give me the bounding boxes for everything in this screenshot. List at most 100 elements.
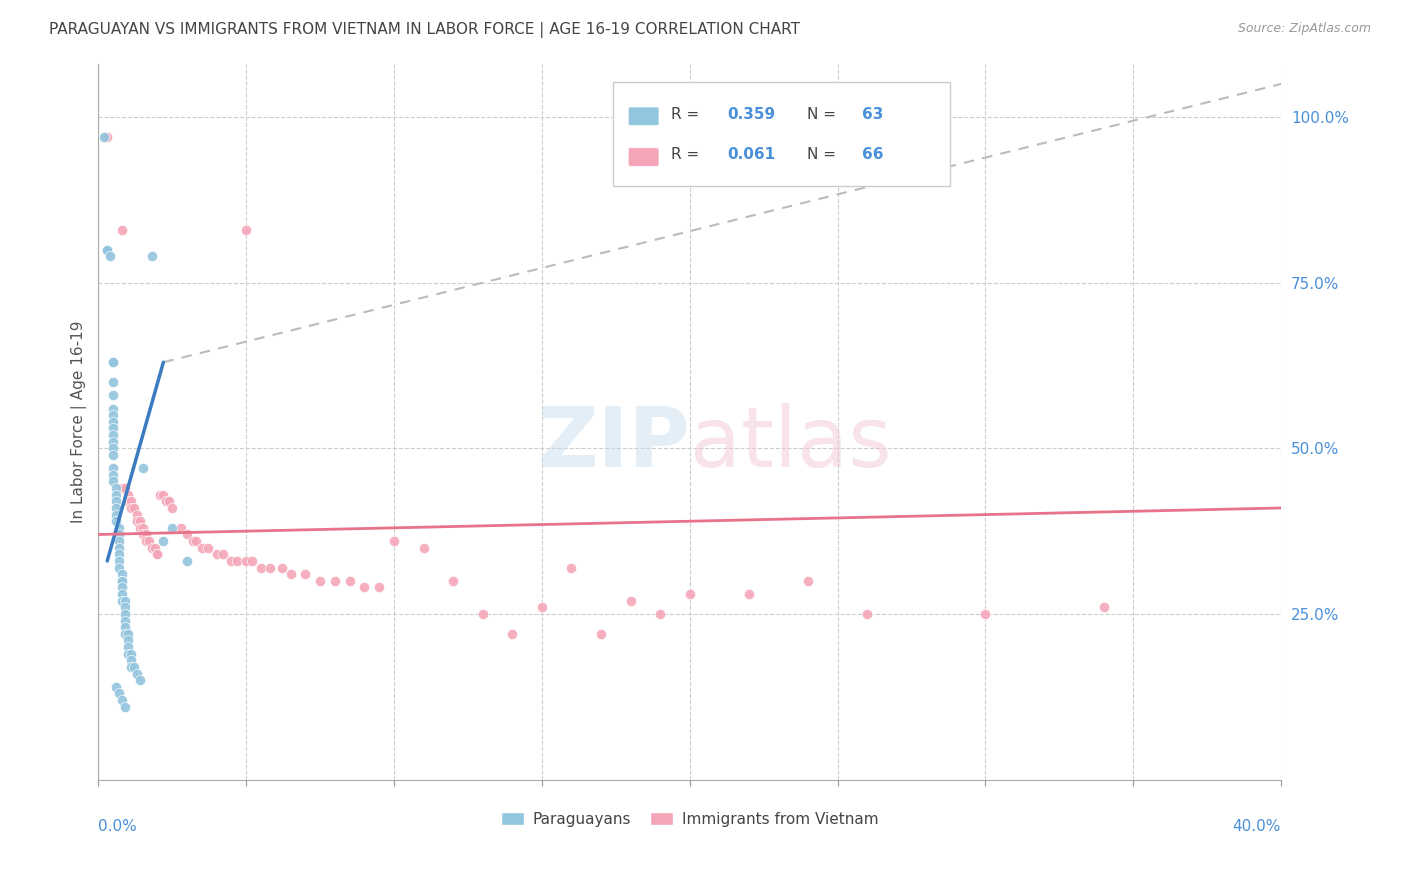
Point [170,521,193,535]
Point [108,521,131,535]
Point [146,547,169,561]
Point [141,249,163,263]
Point [176,554,198,568]
Point [114,600,136,615]
Point [108,541,131,555]
Text: 0.359: 0.359 [727,107,776,121]
Point [382,534,405,549]
Point [259,560,281,574]
Point [101,408,124,422]
Point [162,500,184,515]
Point [111,693,134,707]
Point [294,567,316,582]
Point [96,243,118,257]
Point [205,547,228,561]
Point [105,508,128,522]
Point [323,574,346,588]
Point [125,666,148,681]
Point [120,500,142,515]
Point [125,514,148,528]
Point [101,461,124,475]
Point [309,574,332,588]
Point [114,627,136,641]
Point [108,547,131,561]
Point [128,673,150,688]
Point [105,500,128,515]
Point [117,647,139,661]
Point [560,560,582,574]
Text: 0.061: 0.061 [727,147,776,162]
Point [120,647,142,661]
Point [138,534,160,549]
Point [111,593,134,607]
Point [353,581,375,595]
Point [108,534,131,549]
Point [181,534,204,549]
Point [157,494,180,508]
Point [111,574,134,588]
Point [111,223,134,237]
Point [114,607,136,621]
Point [143,541,166,555]
Point [135,534,157,549]
Text: 0.0%: 0.0% [98,819,138,834]
Point [146,547,169,561]
Point [101,401,124,416]
Y-axis label: In Labor Force | Age 16-19: In Labor Force | Age 16-19 [72,320,87,523]
Point [339,574,361,588]
Point [120,494,142,508]
Point [589,627,612,641]
Point [101,467,124,482]
Text: N =: N = [807,107,841,121]
Point [412,541,434,555]
Point [135,527,157,541]
Point [162,521,184,535]
Point [221,554,243,568]
Point [128,514,150,528]
Point [501,627,523,641]
Point [120,660,142,674]
Point [619,593,641,607]
Point [530,600,553,615]
Point [108,560,131,574]
Point [114,699,136,714]
Text: 66: 66 [862,147,884,162]
Point [122,500,145,515]
Point [270,560,292,574]
Text: 63: 63 [862,107,884,121]
Point [235,223,257,237]
FancyBboxPatch shape [628,107,659,126]
Point [101,415,124,429]
Point [96,130,118,145]
Point [155,494,177,508]
Point [471,607,494,621]
Point [108,527,131,541]
FancyBboxPatch shape [613,82,950,186]
Point [105,514,128,528]
Point [114,481,136,495]
Point [98,249,121,263]
Point [738,587,761,601]
Point [117,640,139,654]
Text: 40.0%: 40.0% [1233,819,1281,834]
Point [226,554,249,568]
Point [111,587,134,601]
Text: N =: N = [807,147,841,162]
Point [235,554,257,568]
Point [191,541,214,555]
Point [93,130,115,145]
Point [280,567,302,582]
Point [117,627,139,641]
Text: atlas: atlas [690,403,891,483]
Point [240,554,263,568]
Point [101,421,124,435]
Point [105,494,128,508]
Point [149,488,172,502]
Point [101,475,124,489]
Point [101,355,124,369]
Point [111,481,134,495]
Text: ZIP: ZIP [537,403,690,483]
Point [108,554,131,568]
Point [101,355,124,369]
Point [114,593,136,607]
